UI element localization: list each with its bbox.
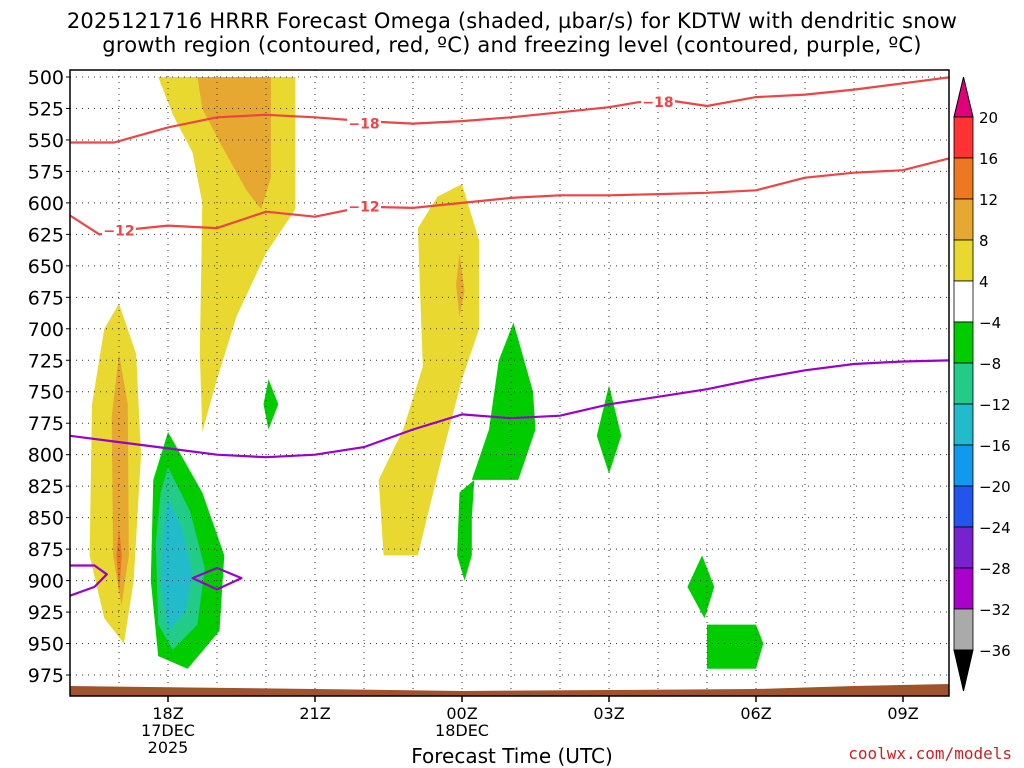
x-tick-label-21-0: 21Z [299, 704, 330, 723]
x-tick-label-18-2: 2025 [148, 738, 189, 757]
contour-label-bg-dgz-minus12-0 [102, 222, 136, 239]
chart-title-line1: 2025121716 HRRR Forecast Omega (shaded, … [66, 9, 958, 33]
omega-region-1 [111, 354, 129, 606]
site-credit[interactable]: coolwx.com/models [848, 744, 1012, 763]
x-tick-label-30-0: 06Z [740, 704, 771, 723]
contour-label-dgz-minus12-1: −12 [348, 200, 379, 216]
y-tick-label-525: 525 [28, 98, 64, 120]
omega-region-4 [197, 77, 271, 210]
x-tick-label-18-1: 17DEC [141, 721, 195, 740]
y-tick-label-850: 850 [28, 508, 64, 530]
y-tick-label-900: 900 [28, 571, 64, 593]
contour-label-bg-dgz-minus18-0 [347, 115, 381, 132]
colorbar-label-13: −36 [979, 642, 1011, 660]
x-tick-label-24-0: 00Z [446, 704, 477, 723]
colorbar-label-2: 12 [979, 191, 998, 209]
colorbar-label-11: −28 [979, 560, 1011, 578]
colorbar-top-arrow [953, 76, 974, 118]
colorbar-bottom-arrow [953, 649, 974, 692]
y-tick-label-875: 875 [28, 539, 64, 561]
colorbar-bin-6 [953, 362, 974, 405]
colorbar-label-4: 4 [979, 273, 989, 291]
contour-label-bg-dgz-minus12-1 [347, 198, 381, 215]
colorbar-bin-5 [953, 321, 974, 364]
plot-frame [69, 69, 950, 697]
colorbar-label-10: −24 [979, 519, 1011, 537]
y-tick-label-650: 650 [28, 256, 64, 278]
omega-region-6 [456, 253, 465, 317]
y-tick-label-700: 700 [28, 319, 64, 341]
omega-region-12 [457, 479, 475, 581]
colorbar-bin-9 [953, 485, 974, 528]
contour-freezing-loop-mid [191, 566, 243, 591]
y-tick-label-675: 675 [28, 287, 64, 309]
colorbar-bin-1 [953, 157, 974, 200]
contour-dgz-minus12 [70, 157, 949, 236]
colorbar-bin-12 [953, 608, 974, 651]
y-tick-label-950: 950 [28, 634, 64, 656]
omega-region-2 [116, 527, 122, 594]
x-tick-label-27-0: 03Z [593, 704, 624, 723]
colorbar-label-6: −8 [979, 355, 1001, 373]
y-tick-label-975: 975 [28, 665, 64, 687]
ground-terrain [70, 684, 949, 696]
y-tick-label-725: 725 [28, 350, 64, 372]
colorbar-label-1: 16 [979, 150, 998, 168]
contour-label-dgz-minus12-0: −12 [103, 224, 134, 240]
omega-region-13 [596, 385, 622, 474]
colorbar-bin-2 [953, 198, 974, 241]
x-tick-label-18-0: 18Z [152, 704, 183, 723]
omega-region-11 [471, 322, 536, 480]
chart-title-line2: growth region (contoured, red, ºC) and f… [102, 33, 922, 57]
y-tick-label-800: 800 [28, 445, 64, 467]
x-tick-label-33-0: 09Z [887, 704, 918, 723]
colorbar-label-3: 8 [979, 232, 989, 250]
y-tick-label-600: 600 [28, 193, 64, 215]
contour-label-dgz-minus18-0: −18 [348, 117, 379, 133]
colorbar-bin-11 [953, 567, 974, 610]
contour-dgz-minus18 [70, 76, 949, 144]
colorbar-label-0: 20 [979, 109, 998, 127]
colorbar-bin-10 [953, 526, 974, 569]
y-tick-label-925: 925 [28, 602, 64, 624]
colorbar-bin-8 [953, 444, 974, 487]
colorbar-label-7: −12 [979, 396, 1011, 414]
contour-freezing-level [70, 359, 949, 459]
y-tick-label-550: 550 [28, 130, 64, 152]
omega-region-14 [687, 555, 715, 619]
contour-label-dgz-minus18-1: −18 [642, 95, 673, 111]
y-tick-label-775: 775 [28, 413, 64, 435]
y-tick-label-825: 825 [28, 476, 64, 498]
colorbar-label-8: −16 [979, 437, 1011, 455]
omega-region-5 [378, 184, 480, 556]
colorbar-bin-3 [953, 239, 974, 282]
omega-region-15 [707, 624, 764, 669]
colorbar-label-12: −32 [979, 601, 1011, 619]
colorbar-bin-4 [953, 280, 974, 323]
contour-freezing-loop-left [70, 564, 108, 597]
colorbar-bin-0 [953, 116, 974, 159]
contour-label-bg-dgz-minus18-1 [641, 94, 675, 111]
colorbar-label-5: −4 [979, 314, 1001, 332]
colorbar-bin-7 [953, 403, 974, 446]
colorbar-label-9: −20 [979, 478, 1011, 496]
y-tick-label-625: 625 [28, 224, 64, 246]
omega-region-9 [160, 498, 193, 631]
y-tick-label-500: 500 [28, 67, 64, 89]
omega-region-10 [263, 379, 279, 430]
x-tick-label-24-1: 18DEC [435, 721, 489, 740]
x-axis-label: Forecast Time (UTC) [411, 744, 613, 768]
y-tick-label-750: 750 [28, 382, 64, 404]
y-tick-label-575: 575 [28, 161, 64, 183]
